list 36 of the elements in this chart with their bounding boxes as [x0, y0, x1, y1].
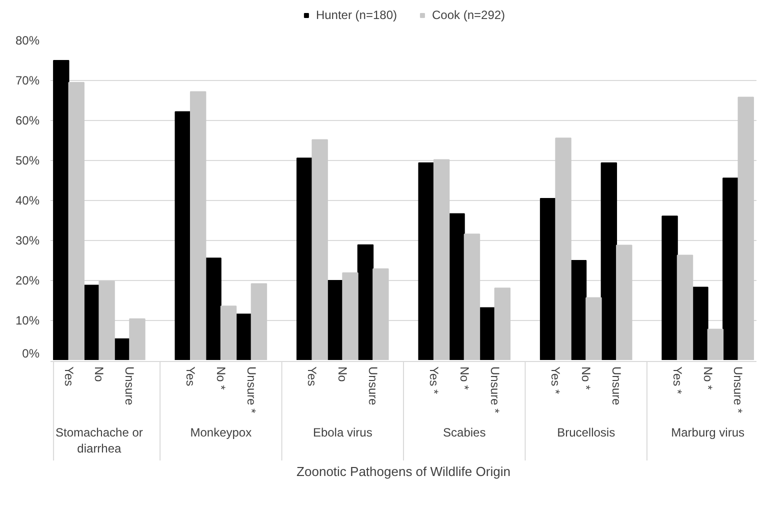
x-tick-label: No [92, 366, 106, 382]
legend-label: Cook (n=292) [432, 8, 506, 22]
x-tick-label: No * [700, 366, 715, 390]
text: Marburg virus [671, 426, 744, 440]
legend-label: Hunter (n=180) [316, 8, 397, 22]
x-tick-label: Yes [62, 366, 76, 386]
y-tick-label: 40% [15, 194, 40, 208]
x-tick-label: Unsure [366, 366, 380, 406]
y-tick-label: 80% [15, 34, 40, 48]
text: Ebola virus [312, 426, 372, 440]
y-tick-label: 60% [15, 114, 40, 128]
x-tick-label: Yes * [548, 366, 563, 394]
x-axis-title: Zoonotic Pathogens of Wildlife Origin [296, 464, 510, 479]
x-tick-label: Unsure * [488, 366, 502, 414]
text: Brucellosis [557, 426, 616, 440]
y-tick-label: 20% [15, 274, 40, 288]
text: Stomachache or diarrhea [56, 426, 143, 456]
y-tick-label: 10% [15, 314, 40, 328]
x-tick-label: Unsure * [244, 366, 258, 414]
y-tick-label: 50% [15, 154, 40, 168]
x-tick-label: Unsure [610, 366, 624, 406]
x-tick-label: No [336, 366, 350, 382]
text: Monkeypox [190, 426, 252, 440]
x-tick-label: Yes [305, 366, 320, 386]
y-tick-label: 30% [15, 234, 40, 248]
text: Scabies [443, 426, 486, 440]
x-tick-label: Unsure [122, 366, 137, 406]
y-tick-label: 70% [15, 74, 40, 88]
x-tick-label: No * [579, 366, 594, 390]
x-tick-label: No * [457, 366, 472, 390]
x-tick-label: No * [214, 366, 228, 390]
x-tick-label: Yes [183, 366, 198, 386]
x-tick-label: Yes * [670, 366, 684, 394]
y-tick-label: 0% [22, 346, 40, 360]
x-tick-label: Yes * [426, 366, 441, 394]
x-tick-label: Unsure * [731, 366, 746, 414]
